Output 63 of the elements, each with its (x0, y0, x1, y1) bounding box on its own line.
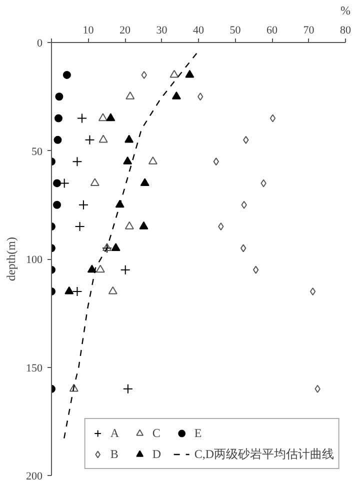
point (172, 92, 181, 100)
y-tick-label: 150 (26, 362, 43, 374)
point (72, 286, 82, 296)
point (141, 70, 147, 79)
x-tick-label: 70 (303, 24, 315, 36)
point (252, 266, 259, 274)
legend-label: C,D两级砂岩平均估计曲线 (194, 446, 334, 462)
x-tick-label: 80 (340, 24, 352, 36)
y-tick-label: 0 (37, 38, 43, 50)
x-tick-label: 50 (230, 24, 242, 36)
point (120, 264, 130, 275)
x-tick-label: 40 (193, 24, 204, 36)
point (106, 113, 116, 122)
y-axis-title: depth(m) (4, 236, 18, 281)
point (126, 92, 135, 100)
x-tick-label: 20 (120, 24, 131, 36)
point (90, 178, 100, 186)
point (59, 178, 70, 188)
x-tick-label: 30 (156, 24, 168, 36)
point (122, 384, 133, 394)
point (102, 243, 112, 254)
legend-label: E (194, 426, 203, 440)
point (185, 70, 194, 78)
point (74, 222, 85, 232)
point (270, 114, 276, 122)
point (124, 221, 134, 230)
point (98, 113, 108, 122)
point (314, 384, 320, 393)
x-axis-title: % (340, 4, 350, 18)
point (241, 200, 247, 209)
legend-label: B (110, 446, 120, 462)
x-tick-label: 10 (82, 24, 94, 36)
point (96, 264, 105, 273)
point (198, 92, 204, 101)
point (72, 156, 82, 167)
point (170, 70, 179, 78)
point (243, 136, 249, 144)
point (240, 244, 246, 252)
legend-label: D (152, 446, 162, 462)
point (102, 243, 112, 251)
point (123, 156, 132, 164)
point (260, 179, 266, 188)
point (108, 286, 118, 294)
point (213, 158, 219, 166)
y-tick-label: 200 (26, 470, 43, 482)
point (77, 113, 88, 124)
y-tick-label: 100 (26, 254, 43, 266)
point (310, 287, 316, 296)
point (69, 384, 78, 392)
x-tick-label: 60 (266, 24, 278, 36)
point (218, 222, 224, 231)
point (111, 243, 120, 251)
point (139, 221, 148, 230)
point (98, 134, 108, 143)
point (84, 134, 95, 145)
point (78, 200, 88, 210)
point (124, 134, 134, 143)
point (148, 156, 158, 164)
y-tick-label: 50 (32, 146, 43, 158)
legend-label: C (152, 426, 162, 440)
point (64, 286, 74, 294)
legend-label: A (110, 426, 120, 440)
point (140, 178, 150, 186)
